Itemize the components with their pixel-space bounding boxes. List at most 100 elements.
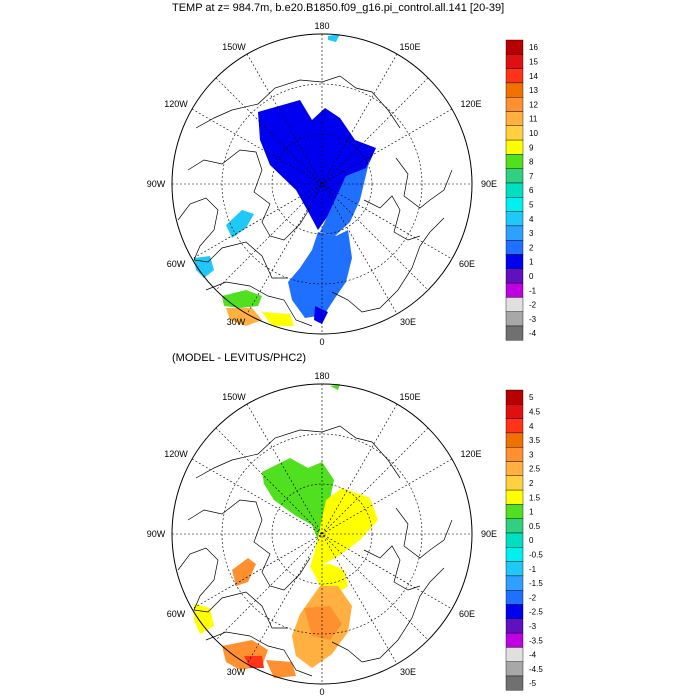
bottom-polar-map: 180 0 90W 90E 150W 120W 150E 120E 60W 30… [147, 371, 544, 697]
bottom-colorbar-swatch [505, 489, 524, 505]
top-colorbar-label: 2 [529, 243, 534, 252]
top-field-mid-blue [288, 230, 352, 318]
top-colorbar-swatch [505, 125, 524, 141]
top-colorbar-label: -3 [529, 315, 537, 324]
top-lon-120w: 120W [164, 99, 188, 109]
top-field-deep-blue [258, 100, 376, 230]
top-lon-60w: 60W [167, 259, 186, 269]
top-lon-30w: 30W [227, 317, 246, 327]
bottom-lon-120e: 120E [460, 449, 481, 459]
top-graticule [172, 34, 472, 334]
top-colorbar-label: 4 [529, 215, 534, 224]
top-colorbar-swatch [505, 211, 524, 227]
bottom-lon-90w: 90W [147, 529, 166, 539]
bottom-lon-0: 0 [319, 687, 324, 697]
bottom-colorbar-label: -1.5 [529, 579, 543, 588]
bottom-colorbar-label: -2 [529, 593, 537, 602]
bottom-map-title: (MODEL - LEVITUS/PHC2) [172, 352, 307, 364]
bottom-colorbar: 5 4.5 4 3.5 3 2.5 2 1.5 1 0.5 0 -0.5 -1 -1.5 -2 -2.5 -3 -… [505, 389, 543, 691]
bottom-lon-90e: 90E [481, 529, 497, 539]
top-colorbar-label: 10 [529, 129, 538, 138]
bottom-colorbar-swatch [505, 675, 524, 691]
bottom-lon-180: 180 [314, 371, 329, 381]
top-colorbar-swatch [505, 197, 524, 212]
top-field-orange [226, 308, 262, 326]
bottom-colorbar-label: -3 [529, 622, 537, 631]
bottom-colorbar-swatch [505, 575, 524, 591]
bottom-colorbar-swatch [505, 589, 524, 605]
bottom-colorbar-swatch [505, 547, 524, 562]
bottom-colorbar-swatch [505, 561, 524, 577]
top-field-yellow [262, 312, 294, 326]
top-lon-150e: 150E [399, 42, 420, 52]
bottom-colorbar-label: -5 [529, 679, 537, 688]
bottom-field-orange-2 [266, 660, 296, 678]
top-field-cyan-2 [194, 256, 214, 278]
bottom-colorbar-swatch [505, 518, 524, 534]
top-colorbar-label: 1 [529, 258, 534, 267]
bottom-colorbar-label: 2.5 [529, 465, 541, 474]
top-colorbar-label: 8 [529, 158, 534, 167]
top-colorbar-swatch [505, 225, 524, 241]
top-colorbar-swatch [505, 154, 524, 169]
top-lon-90w: 90W [147, 179, 166, 189]
bottom-field-orange-left [232, 558, 256, 586]
bottom-colorbar-swatch [505, 618, 524, 634]
top-colorbar-label: 3 [529, 229, 534, 238]
bottom-colorbar-label: 0 [529, 536, 534, 545]
top-colorbar-label: 0 [529, 272, 534, 281]
top-colorbar-swatch [505, 268, 524, 284]
top-colorbar-swatch [505, 311, 524, 327]
top-colorbar-swatch [505, 82, 524, 98]
top-colorbar-swatch [505, 139, 524, 155]
bottom-colorbar-label: 1.5 [529, 493, 541, 502]
top-coastlines [177, 75, 453, 327]
top-lon-30e: 30E [400, 317, 416, 327]
top-lon-120e: 120E [460, 99, 481, 109]
top-colorbar-swatch [505, 239, 524, 255]
top-colorbar-swatch [505, 182, 524, 198]
top-colorbar-label: -1 [529, 286, 537, 295]
top-field-cyan-1 [226, 210, 254, 238]
top-colorbar-label: 14 [529, 72, 538, 81]
top-colorbar-swatch [505, 96, 524, 112]
top-colorbar-swatch [505, 168, 524, 184]
bottom-colorbar-label: 5 [529, 393, 534, 402]
bottom-colorbar-swatch [505, 661, 524, 677]
bottom-colorbar-swatch [505, 446, 524, 462]
bottom-colorbar-label: -4.5 [529, 665, 543, 674]
bottom-colorbar-swatch [505, 604, 524, 620]
top-colorbar-label: 11 [529, 115, 538, 124]
top-polar-map: 180 0 90W 90E 150W 120W 150E 120E 60W 30… [147, 21, 539, 347]
top-field-cyan-top [328, 34, 340, 42]
top-colorbar-swatch [505, 111, 524, 127]
top-field-green [222, 290, 262, 308]
bottom-colorbar-swatch [505, 418, 524, 434]
bottom-colorbar-swatch [505, 404, 524, 419]
top-colorbar-label: 7 [529, 172, 534, 181]
bottom-colorbar-label: -2.5 [529, 608, 543, 617]
bottom-colorbar-swatch [505, 389, 524, 405]
bottom-field-yellow [310, 488, 378, 568]
bottom-lon-30w: 30W [227, 667, 246, 677]
top-colorbar-label: 6 [529, 186, 534, 195]
bottom-lon-60e: 60E [459, 609, 475, 619]
bottom-colorbar-swatch [505, 647, 524, 662]
top-lon-90e: 90E [481, 179, 497, 189]
top-lon-0: 0 [319, 337, 324, 347]
bottom-colorbar-swatch [505, 461, 524, 477]
top-data-fields [194, 34, 376, 326]
top-lon-180: 180 [314, 21, 329, 31]
top-colorbar-label: 16 [529, 43, 538, 52]
top-colorbar-label: 13 [529, 86, 538, 95]
top-lon-60e: 60E [459, 259, 475, 269]
top-colorbar-label: 5 [529, 201, 534, 210]
bottom-lon-150w: 150W [222, 392, 246, 402]
top-map-title: TEMP at z= 984.7m, b.e20.B1850.f09_g16.p… [172, 2, 505, 14]
top-colorbar-swatch [505, 297, 524, 312]
bottom-colorbar-label: 4.5 [529, 407, 541, 416]
top-colorbar-swatch [505, 254, 524, 270]
bottom-colorbar-label: -3.5 [529, 636, 543, 645]
bottom-colorbar-label: 4 [529, 422, 534, 431]
top-field-bottom-blue [314, 306, 328, 324]
